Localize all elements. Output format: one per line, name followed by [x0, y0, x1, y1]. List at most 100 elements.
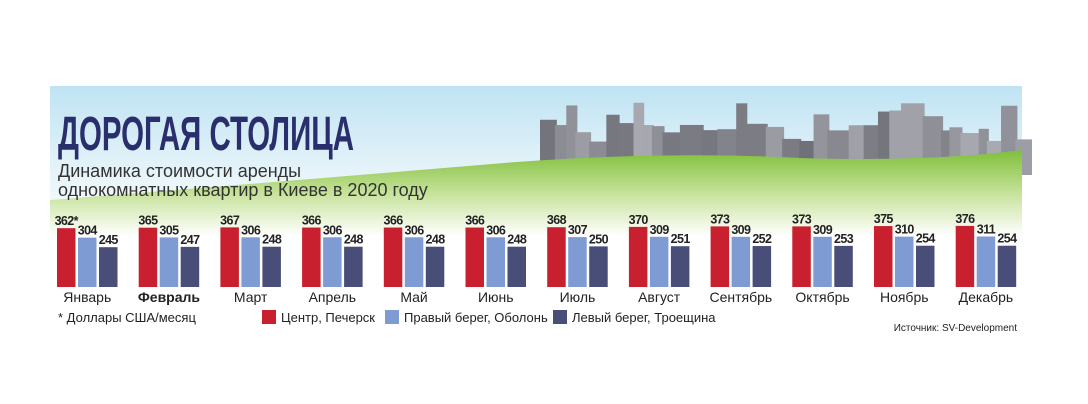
bar — [220, 227, 239, 287]
bar — [834, 245, 853, 287]
x-tick-label: Ноябрь — [880, 289, 929, 305]
bar — [752, 246, 772, 287]
x-tick-label: Март — [234, 289, 268, 305]
chart-subtitle: однокомнатных квартир в Киеве в 2020 год… — [58, 180, 428, 200]
bar — [138, 227, 158, 287]
value-label: 306 — [405, 223, 425, 237]
value-label: 251 — [671, 232, 691, 246]
value-label: 310 — [895, 223, 915, 237]
value-label: 247 — [180, 233, 200, 247]
value-label: 248 — [507, 233, 527, 247]
bar — [404, 237, 424, 287]
x-tick-label: Сентябрь — [709, 289, 772, 305]
value-label: 368 — [547, 213, 567, 227]
value-label: 253 — [834, 232, 854, 246]
value-label: 254 — [916, 232, 936, 246]
value-label: 306 — [486, 223, 506, 237]
value-label: 362* — [55, 214, 79, 228]
bar — [507, 246, 526, 287]
bar — [465, 227, 484, 287]
value-label: 248 — [344, 233, 364, 247]
value-label: 254 — [997, 232, 1017, 246]
bar — [344, 246, 363, 287]
legend-swatch — [262, 310, 276, 324]
legend-label: Центр, Печерск — [281, 310, 375, 325]
value-label: 309 — [813, 223, 833, 237]
bar — [813, 236, 832, 287]
value-label: 245 — [99, 233, 119, 247]
chart-title: ДОРОГАЯ СТОЛИЦА — [58, 108, 354, 161]
bar — [731, 236, 751, 287]
bar — [180, 246, 200, 287]
building — [633, 102, 645, 175]
value-label: 309 — [731, 223, 751, 237]
note: * Доллары США/месяц — [58, 310, 196, 325]
value-label: 376 — [955, 212, 975, 226]
value-label: 248 — [426, 233, 446, 247]
bar — [383, 227, 403, 287]
bar — [874, 226, 893, 287]
value-label: 373 — [710, 212, 730, 226]
value-label: 304 — [78, 224, 98, 238]
bar — [547, 227, 566, 287]
building — [736, 103, 748, 175]
value-label: 366 — [384, 214, 404, 228]
x-tick-label: Декабрь — [959, 289, 1014, 305]
legend-label: Правый берег, Оболонь — [404, 310, 548, 325]
bar — [792, 226, 811, 287]
value-label: 311 — [977, 222, 996, 236]
legend-swatch — [385, 310, 399, 324]
x-tick-label: Октябрь — [795, 289, 849, 305]
bar — [568, 237, 587, 287]
building — [941, 130, 952, 175]
bar — [997, 245, 1017, 287]
value-label: 305 — [159, 223, 179, 237]
legend-swatch — [553, 310, 567, 324]
x-tick-label: Август — [638, 289, 681, 305]
value-label: 367 — [220, 213, 240, 227]
chart-subtitle: Динамика стоимости аренды — [58, 161, 301, 181]
building — [978, 128, 989, 175]
value-label: 373 — [792, 212, 812, 226]
bar — [628, 226, 648, 287]
bar — [916, 245, 935, 287]
value-label: 248 — [262, 233, 282, 247]
x-tick-label: Февраль — [138, 289, 201, 305]
value-label: 366 — [302, 214, 322, 228]
value-label: 307 — [568, 223, 588, 237]
value-label: 252 — [752, 232, 772, 246]
value-label: 370 — [629, 213, 649, 227]
value-label: 375 — [874, 212, 894, 226]
source: Источник: SV-Development — [894, 323, 1018, 334]
bar — [895, 236, 914, 287]
x-tick-label: Июнь — [478, 289, 514, 305]
bar — [425, 246, 445, 287]
value-label: 250 — [589, 232, 609, 246]
bar — [323, 237, 342, 287]
bar — [589, 246, 608, 287]
bar — [262, 246, 281, 287]
x-tick-label: Апрель — [309, 289, 357, 305]
x-tick-label: Июль — [560, 289, 596, 305]
bar — [78, 237, 97, 287]
bar — [57, 228, 76, 287]
bar — [649, 236, 669, 287]
x-tick-label: Январь — [63, 289, 111, 305]
bar — [710, 226, 730, 287]
legend-label: Левый берег, Троещина — [572, 310, 716, 325]
bar — [241, 237, 260, 287]
value-label: 366 — [465, 214, 485, 228]
value-label: 306 — [241, 223, 261, 237]
value-label: 365 — [138, 214, 158, 228]
bar — [159, 237, 179, 287]
bar — [486, 237, 505, 287]
building — [642, 125, 654, 175]
building — [901, 103, 925, 175]
bar — [955, 225, 975, 287]
bar — [99, 247, 118, 287]
value-label: 309 — [650, 223, 670, 237]
value-label: 306 — [323, 223, 343, 237]
building — [566, 105, 578, 175]
bar — [302, 227, 321, 287]
